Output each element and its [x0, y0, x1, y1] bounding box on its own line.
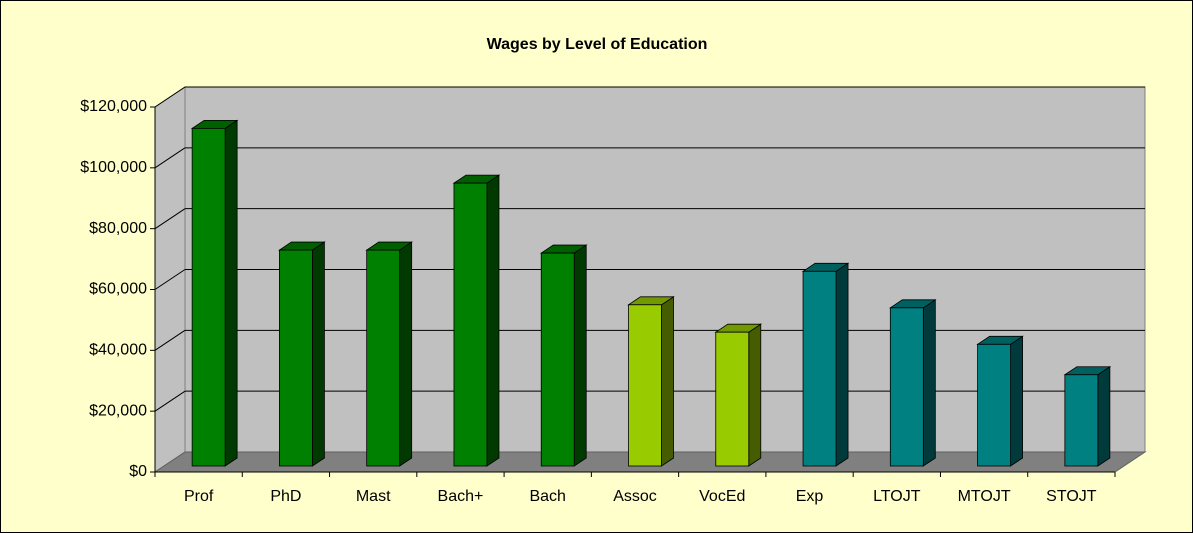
bar [628, 304, 662, 467]
x-tick-label: LTOJT [873, 488, 921, 505]
bar-side [573, 244, 587, 467]
bar [1064, 374, 1099, 467]
bar-side [922, 299, 936, 467]
grid-line [154, 329, 186, 351]
bar [540, 252, 575, 467]
y-tick-label: $60,000 [89, 281, 147, 298]
y-tick-label: $20,000 [89, 402, 147, 419]
y-tick-label: $80,000 [89, 220, 147, 237]
bar [279, 249, 313, 467]
y-tick-label: $40,000 [89, 342, 147, 359]
bar-side [399, 241, 413, 467]
bar-side [486, 174, 500, 467]
bar-side [748, 323, 762, 467]
x-tick-label: Prof [184, 488, 214, 505]
grid-line [154, 86, 186, 108]
bar-side [312, 241, 325, 467]
y-tick-label: $100,000 [80, 159, 147, 176]
bar [802, 270, 837, 467]
x-tick-label: Bach [529, 488, 565, 505]
grid-line [154, 269, 186, 290]
x-tick-label: STOJT [1046, 488, 1097, 505]
x-tick-label: Mast [356, 488, 391, 505]
bar [366, 249, 401, 467]
y-tick-label: $0 [129, 463, 147, 480]
chart-title: Wages by Level of Education [487, 36, 708, 53]
x-tick-label: Bach+ [438, 488, 484, 505]
x-tick-label: Assoc [613, 488, 657, 505]
x-tick-label: PhD [270, 488, 301, 505]
bar-side [1097, 366, 1111, 467]
bar [191, 127, 226, 467]
bar-side [835, 262, 849, 467]
grid-line [154, 147, 186, 169]
bar-side [224, 119, 238, 467]
bar [715, 331, 750, 467]
y-tick-label: $120,000 [80, 98, 147, 115]
bar [977, 343, 1011, 467]
grid-line [154, 208, 186, 230]
bar [889, 307, 924, 467]
bar-side [1010, 335, 1023, 467]
x-tick-label: VocEd [699, 488, 745, 505]
bar-side [661, 296, 674, 467]
bar [453, 182, 488, 467]
x-tick-label: Exp [796, 488, 824, 505]
x-tick-label: MTOJT [958, 488, 1011, 505]
grid-line [154, 390, 186, 412]
